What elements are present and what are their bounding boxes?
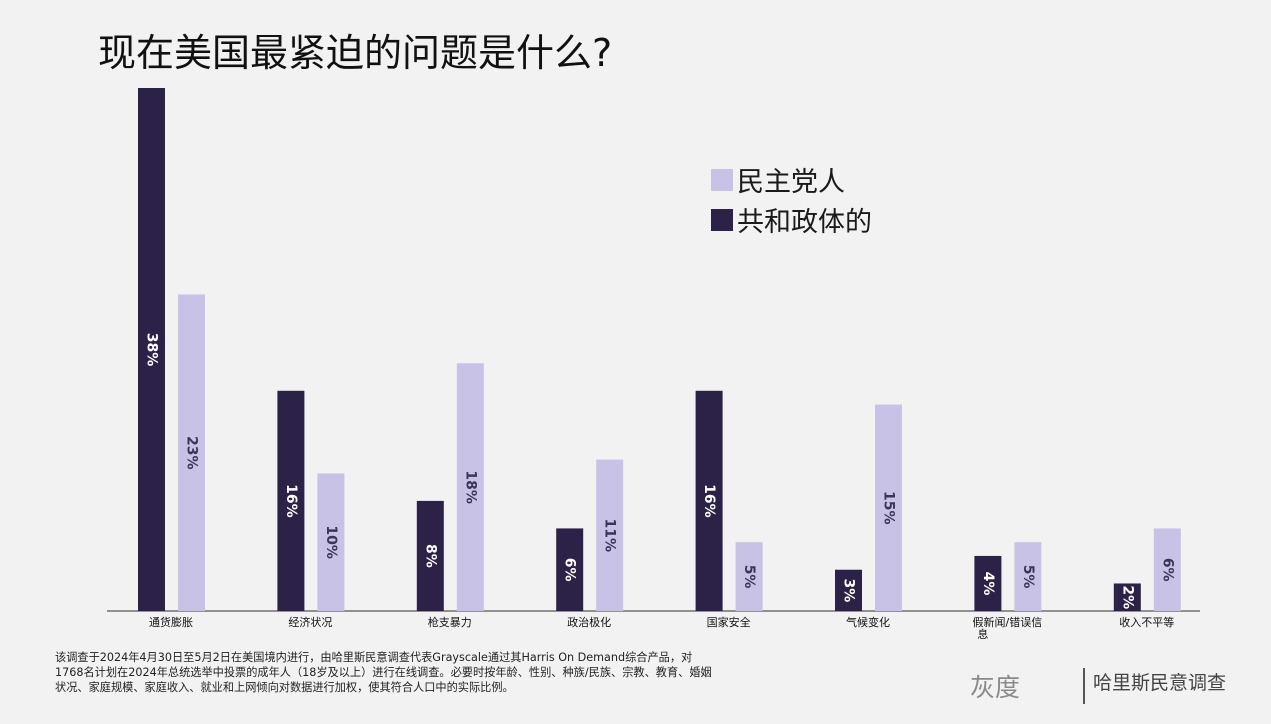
bar: [178, 294, 205, 611]
data-label: 6%: [562, 558, 578, 582]
legend-item-democrats: 民主党人: [711, 160, 845, 199]
bar: [317, 473, 345, 611]
data-label: 16%: [701, 484, 717, 518]
data-label: 8%: [422, 544, 438, 568]
x-tick-label: 收入不平等: [1119, 615, 1174, 629]
bar: [138, 88, 165, 611]
brand-divider: [1083, 668, 1085, 704]
x-tick-label: 国家安全: [707, 615, 751, 629]
legend-label-democrats: 民主党人: [737, 167, 845, 198]
survey-footnote: 该调查于2024年4月30日至5月2日在美国境内进行，由哈里斯民意调查代表Gra…: [55, 651, 712, 694]
data-label: 18%: [462, 470, 478, 504]
data-label: 10%: [323, 525, 339, 559]
legend-swatch-democrats: [711, 168, 733, 191]
x-tick-label: 通货膨胀: [149, 615, 193, 629]
data-label: 23%: [184, 436, 200, 470]
data-label: 11%: [602, 519, 618, 553]
bar: [1113, 583, 1141, 611]
x-tick-label: 经济状况: [288, 615, 332, 629]
chart-title: 现在美国最紧迫的问题是什么?: [98, 31, 613, 75]
bar: [1014, 542, 1042, 611]
data-label: 6%: [1159, 558, 1175, 582]
bar: [695, 390, 723, 611]
bar: [735, 542, 763, 611]
bar: [875, 404, 902, 611]
data-label: 15%: [881, 491, 897, 525]
bar: [596, 459, 624, 611]
x-tick-label: 气候变化: [846, 615, 890, 629]
data-label: 38%: [144, 333, 160, 367]
x-tick-label: 息: [977, 627, 988, 640]
bar: [556, 528, 584, 611]
data-label: 16%: [283, 484, 299, 518]
data-label: 3%: [841, 578, 857, 602]
data-label: 4%: [980, 572, 996, 596]
x-tick-label: 政治极化: [567, 615, 611, 629]
bar: [974, 555, 1002, 611]
data-label: 2%: [1119, 585, 1135, 609]
harris-poll-logo-text: 哈里斯民意调查: [1093, 672, 1227, 694]
grayscale-logo-text: 灰度: [970, 673, 1021, 702]
legend-swatch-republicans: [711, 208, 733, 231]
bar: [456, 363, 484, 611]
x-tick-label: 枪支暴力: [428, 615, 472, 629]
bar: [835, 569, 862, 611]
x-tick-label: 假新闻/错误信: [973, 615, 1043, 629]
bar: [416, 500, 444, 611]
bar: [1153, 528, 1181, 611]
bar-chart: 38% 23% 通货膨胀 16% 10% 经济状况 8% 18% 枪支暴力 6% 11% 政治极化 16…: [107, 88, 1200, 640]
legend-item-republicans: 共和政体的: [711, 200, 872, 239]
legend-label-republicans: 共和政体的: [737, 207, 872, 238]
bar: [277, 390, 305, 611]
data-label: 5%: [1020, 565, 1036, 589]
data-label: 5%: [741, 565, 757, 589]
